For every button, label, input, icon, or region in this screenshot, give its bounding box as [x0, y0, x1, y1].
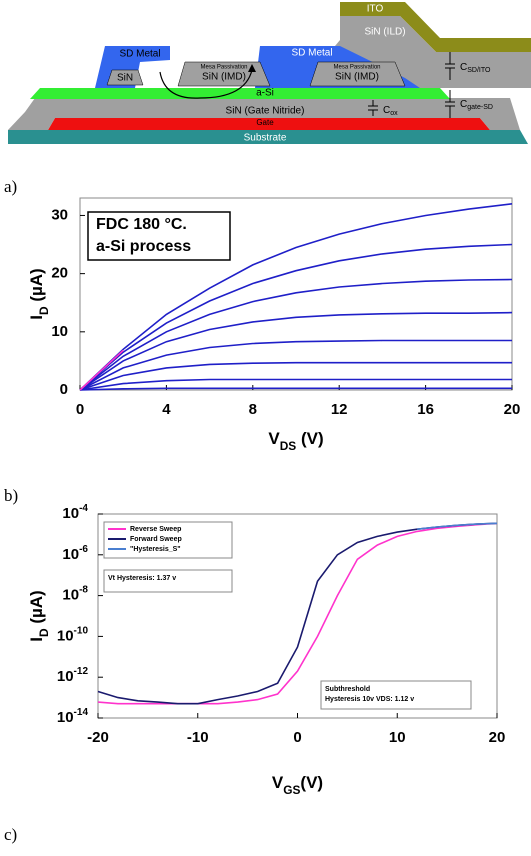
data-line — [79, 278, 513, 391]
arrow-head — [248, 64, 256, 72]
x-tick-label: -10 — [187, 729, 209, 746]
data-line — [79, 203, 513, 391]
current-arrow — [159, 69, 253, 99]
legend-label: Reverse Sweep — [130, 526, 181, 533]
text-part: D — [37, 628, 51, 637]
x-tick-label: 4 — [162, 401, 171, 418]
text-part: SD/ITO — [467, 67, 491, 74]
text-part: (V) — [300, 773, 323, 792]
x-axis-label: VDS (V) — [268, 429, 323, 453]
label-ito: ITO — [367, 4, 384, 15]
x-tick-label: 16 — [417, 401, 434, 418]
y-tick-label: 10-4 — [62, 503, 88, 522]
legend-label: Forward Sweep — [130, 536, 182, 543]
x-tick-label: 0 — [293, 729, 301, 746]
label-substrate: Substrate — [244, 133, 287, 144]
text-part: V — [272, 773, 284, 792]
imd-left-block — [177, 61, 271, 87]
annotation: FDC 180 °C. — [96, 216, 187, 233]
annotation: Vt Hysteresis: 1.37 v — [108, 575, 176, 582]
text-part: (µA) — [27, 590, 46, 628]
label-asi: a-Si — [256, 88, 274, 99]
data-line — [79, 387, 512, 391]
label-sin: SiN — [117, 73, 133, 84]
data-line — [79, 311, 513, 391]
capacitor-symbols — [368, 52, 455, 118]
gate-layer — [48, 118, 490, 130]
x-tick-label: 12 — [331, 401, 348, 418]
x-tick-label: 0 — [76, 401, 84, 418]
legend-label: "Hysteresis_S" — [130, 546, 181, 553]
label-mesa-left: Mesa Passivation — [200, 65, 247, 71]
y-tick-label: 10-14 — [57, 707, 89, 726]
panel-label: a) — [4, 177, 17, 196]
label-sd-right: SD Metal — [291, 48, 332, 59]
annotation: a-Si process — [96, 238, 191, 255]
imd-right-block — [309, 61, 406, 87]
label-gate: Gate — [256, 118, 274, 127]
asi-layer — [30, 88, 450, 99]
annotation-box — [103, 569, 233, 593]
substrate-layer — [8, 130, 528, 144]
label-imd-right: SiN (IMD) — [335, 72, 379, 83]
device-diagram: ITO SiN (ILD) SD Metal SD Metal SiN Mesa… — [8, 2, 531, 144]
y-tick-label: 30 — [51, 206, 68, 223]
annotation-box — [87, 211, 231, 261]
x-tick-label: 8 — [249, 401, 257, 418]
gate-nitride-layer — [8, 98, 520, 130]
label-gate-nitride: SiN (Gate Nitride) — [226, 106, 305, 117]
label-csd-ito: CSD/ITO — [460, 62, 491, 75]
text-part: V — [268, 429, 280, 448]
text-part: D — [37, 306, 51, 315]
data-line — [79, 349, 124, 391]
ito-layer — [340, 2, 531, 52]
text-part: GS — [283, 783, 300, 797]
y-axis-label: ID (µA) — [27, 268, 51, 319]
text-part: ox — [390, 110, 398, 117]
data-line — [417, 522, 498, 530]
y-axis-label: ID (µA) — [27, 590, 51, 641]
label-cgate-sd: Cgate-SD — [460, 99, 493, 112]
data-line — [97, 522, 498, 705]
y-tick-label: 10-10 — [57, 625, 89, 644]
y-tick-label: 20 — [51, 265, 68, 282]
text-part: (V) — [296, 429, 323, 448]
text-part: I — [27, 315, 46, 320]
x-axis-label: VGS(V) — [272, 773, 323, 797]
y-tick-label: 10-6 — [62, 543, 88, 562]
y-tick-label: 10-8 — [62, 584, 88, 603]
label-imd-left: SiN (IMD) — [202, 72, 246, 83]
x-tick-label: 10 — [389, 729, 406, 746]
x-tick-label: 20 — [489, 729, 506, 746]
x-tick-label: 20 — [504, 401, 521, 418]
label-sd-left: SD Metal — [119, 49, 160, 60]
y-tick-label: 0 — [60, 381, 68, 398]
annotation-box — [320, 680, 472, 710]
data-line — [79, 361, 512, 391]
x-tick-label: -20 — [87, 729, 109, 746]
annotation: Subthreshold — [325, 686, 370, 693]
label-cox: Cox — [383, 105, 398, 118]
plot-frame — [79, 197, 513, 391]
text-part: DS — [280, 439, 297, 453]
y-tick-label: 10-12 — [57, 666, 89, 685]
panel-label: c) — [4, 825, 17, 844]
text-part: C — [460, 99, 467, 110]
sin-block — [106, 69, 144, 86]
text-part: I — [27, 637, 46, 642]
text-part: gate-SD — [467, 104, 493, 111]
y-tick-label: 10 — [51, 323, 68, 340]
text-part: C — [460, 62, 467, 73]
text-part: C — [383, 105, 390, 116]
data-line — [79, 378, 512, 391]
label-ild: SiN (ILD) — [364, 27, 405, 38]
annotation: Hysteresis 10v VDS: 1.12 v — [325, 696, 414, 703]
data-line — [79, 339, 512, 391]
data-line — [79, 243, 513, 391]
text-part: (µA) — [27, 268, 46, 306]
label-mesa-right: Mesa Passivation — [333, 65, 380, 71]
panel-label: b) — [4, 486, 18, 505]
